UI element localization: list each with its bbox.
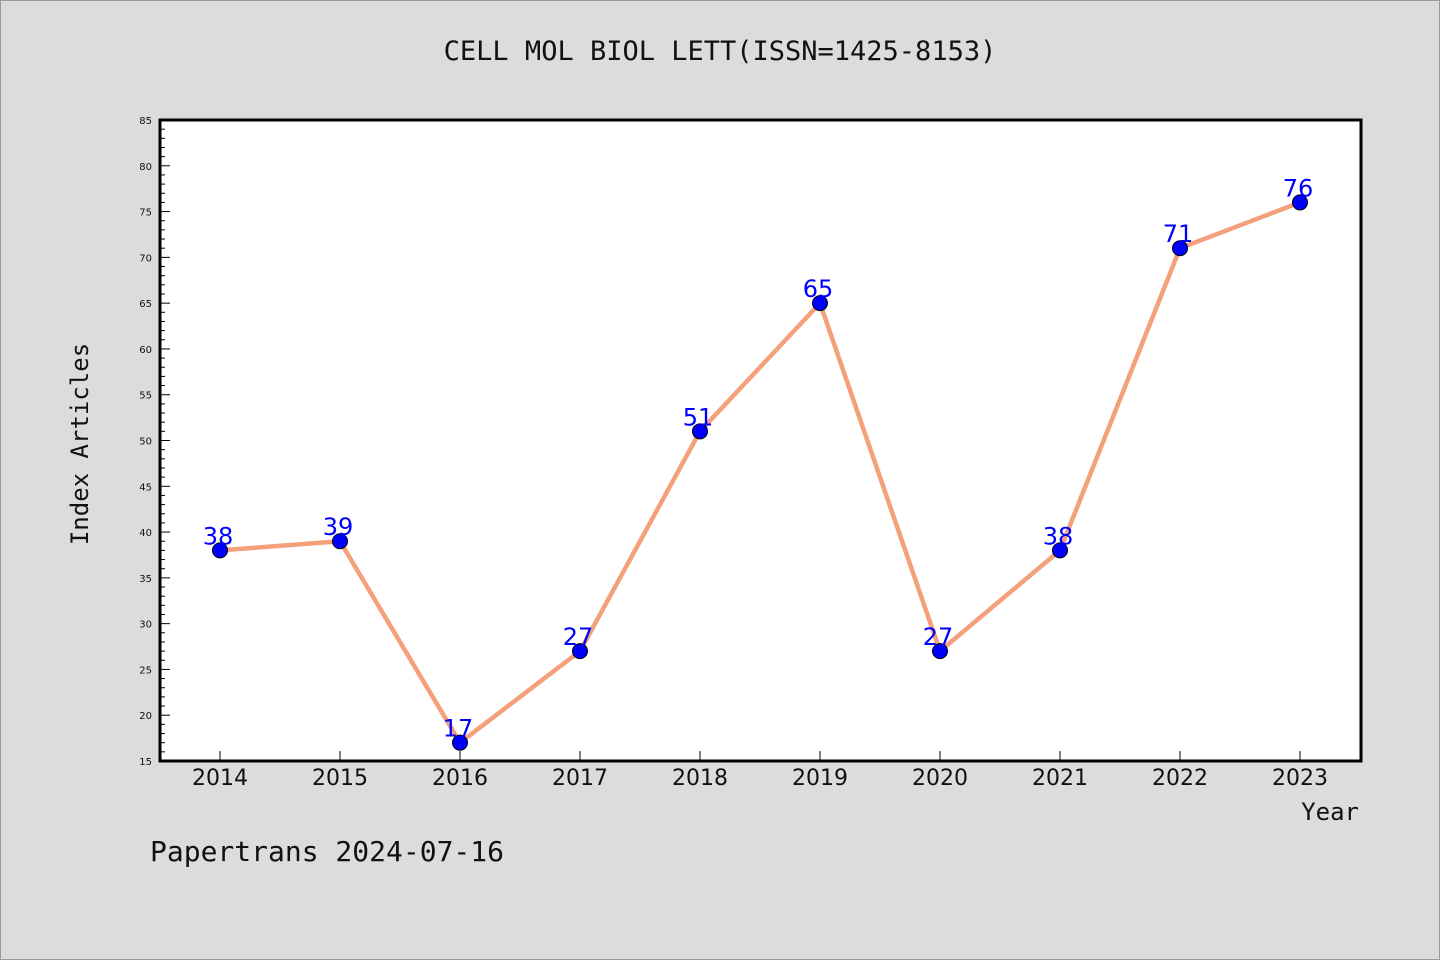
x-tick-label: 2016 [432, 766, 488, 791]
data-point [332, 533, 348, 550]
data-labels: 38 39 17 27 51 65 27 38 71 76 [203, 174, 1314, 742]
y-tick-label: 55 [139, 391, 152, 402]
x-tick-label: 2018 [672, 766, 728, 791]
data-point [1172, 240, 1188, 257]
data-label: 51 [683, 403, 714, 431]
y-tick-label: 60 [139, 345, 152, 356]
data-point [1292, 194, 1308, 211]
series-line-group [217, 200, 1303, 745]
data-label: 27 [563, 623, 594, 651]
y-tick-label: 75 [139, 208, 152, 219]
data-label: 38 [203, 522, 234, 550]
x-tick-label: 2017 [552, 766, 608, 791]
data-label: 76 [1283, 174, 1314, 202]
x-tick-label: 2019 [792, 766, 848, 791]
data-point [212, 542, 228, 559]
x-tick-label: 2015 [312, 766, 368, 791]
data-points [212, 194, 1308, 751]
data-point [1052, 542, 1068, 559]
y-tick-label: 80 [139, 162, 152, 173]
x-tick-label: 2022 [1152, 766, 1208, 791]
y-tick-label: 25 [139, 665, 152, 676]
y-axis: 15 20 25 30 35 40 45 50 55 60 65 70 75 80 85 [139, 116, 170, 768]
y-tick-label: 35 [139, 574, 152, 585]
data-point [812, 295, 828, 312]
y-tick-label: 70 [139, 253, 152, 264]
data-label: 27 [923, 623, 954, 651]
data-point [572, 643, 588, 660]
x-axis-title: Year [1301, 798, 1359, 826]
data-label: 38 [1043, 522, 1074, 550]
data-point [692, 423, 708, 440]
y-tick-label: 20 [139, 711, 152, 722]
plot-area [158, 118, 1363, 763]
series-line [217, 200, 1303, 745]
y-tick-label: 40 [139, 528, 152, 539]
footer-credit: Papertrans 2024-07-16 [150, 835, 505, 868]
y-tick-label: 65 [139, 299, 152, 310]
x-tick-label: 2021 [1032, 766, 1088, 791]
x-axis: 2014 2015 2016 2017 2018 2019 2020 2021 2022 2023 [192, 751, 1328, 791]
y-tick-label: 15 [139, 757, 152, 768]
data-label: 65 [803, 275, 834, 303]
chart-title: CELL MOL BIOL LETT(ISSN=1425-8153) [443, 36, 997, 67]
data-label: 17 [443, 715, 474, 743]
x-tick-label: 2020 [912, 766, 968, 791]
x-tick-label: 2014 [192, 766, 248, 791]
data-point [932, 643, 948, 660]
data-label: 39 [323, 513, 354, 541]
y-tick-label: 85 [139, 116, 152, 127]
data-point [452, 734, 468, 751]
y-tick-label: 45 [139, 482, 152, 493]
y-tick-label: 50 [139, 437, 152, 448]
y-tick-label: 30 [139, 620, 152, 631]
x-tick-label: 2023 [1272, 766, 1328, 791]
y-axis-title: Index Articles [66, 343, 94, 545]
data-label: 71 [1163, 220, 1194, 248]
